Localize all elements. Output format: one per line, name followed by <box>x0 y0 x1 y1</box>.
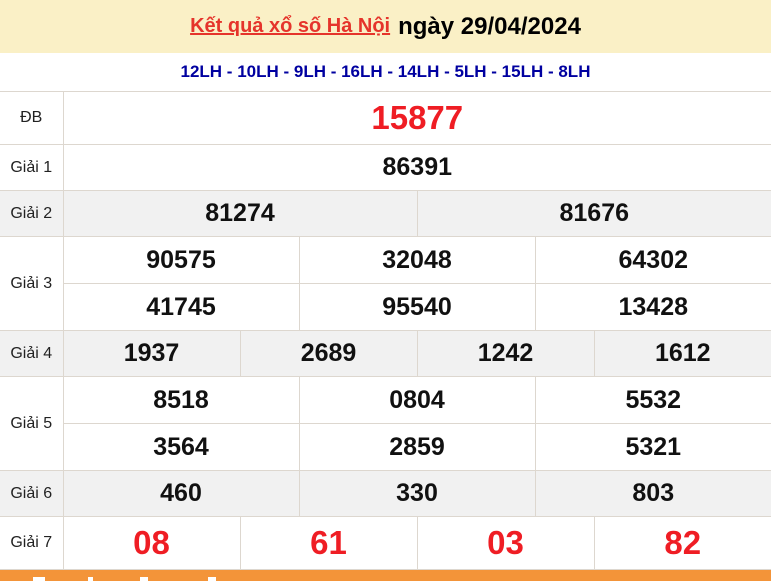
lh-links[interactable]: 12LH - 10LH - 9LH - 16LH - 14LH - 5LH - … <box>180 62 591 81</box>
prize-value-g7: 03 <box>416 516 595 570</box>
prize-value: 2689 <box>239 330 418 377</box>
prize-value: 5532 <box>534 376 771 424</box>
prize-label-g6: Giải 6 <box>0 470 64 517</box>
prize-value: 13428 <box>534 283 771 331</box>
clipped-text-fragment <box>208 577 216 581</box>
prize-label-g4: Giải 4 <box>0 330 64 377</box>
prize-value-db: 15877 <box>62 91 771 145</box>
prize-value: 1937 <box>62 330 241 377</box>
results-title-link[interactable]: Kết quả xổ số Hà Nội <box>190 15 391 37</box>
clipped-text-fragment <box>33 577 45 581</box>
prize-value: 90575 <box>62 236 300 284</box>
prize-label-g7: Giải 7 <box>0 516 64 570</box>
prize-value: 330 <box>298 470 536 517</box>
prize-row-g3b: 41745 95540 13428 <box>0 283 771 331</box>
prize-row-g4: Giải 4 1937 2689 1242 1612 <box>0 330 771 377</box>
prize-row-db: ĐB 15877 <box>0 91 771 145</box>
prize-value: 460 <box>62 470 300 517</box>
prize-row-g7: Giải 7 08 61 03 82 <box>0 516 771 570</box>
clipped-text-fragment <box>140 577 148 581</box>
prize-row-g1: Giải 1 86391 <box>0 144 771 191</box>
prize-value: 64302 <box>534 236 771 284</box>
prize-row-g2: Giải 2 81274 81676 <box>0 190 771 237</box>
prize-value: 95540 <box>298 283 536 331</box>
prize-value: 32048 <box>298 236 536 284</box>
prize-value: 86391 <box>62 144 771 191</box>
prize-value: 41745 <box>63 283 300 331</box>
page-header: Kết quả xổ số Hà Nội ngày 29/04/2024 <box>0 0 771 53</box>
prize-value: 5321 <box>534 423 771 471</box>
prize-value-g7: 08 <box>62 516 241 570</box>
footer-orange-bar <box>0 570 771 581</box>
prize-row-g5b: 3564 2859 5321 <box>0 423 771 471</box>
prize-value-g7: 61 <box>239 516 418 570</box>
prize-label-db: ĐB <box>0 91 64 145</box>
prize-label-g1: Giải 1 <box>0 144 64 191</box>
prize-label-g3: Giải 3 <box>0 236 64 331</box>
prize-value: 1612 <box>593 330 771 377</box>
prize-value: 81274 <box>62 190 418 237</box>
prize-value: 81676 <box>416 190 771 237</box>
clipped-text-fragment <box>88 577 93 581</box>
prize-value: 2859 <box>298 423 536 471</box>
prize-label-g2: Giải 2 <box>0 190 64 237</box>
prize-value: 803 <box>534 470 771 517</box>
prize-row-g3a: Giải 3 90575 32048 64302 <box>0 236 771 331</box>
prize-label-g5: Giải 5 <box>0 376 64 471</box>
prize-value: 0804 <box>298 376 536 424</box>
prize-value-g7: 82 <box>593 516 771 570</box>
page-title-date: ngày 29/04/2024 <box>398 12 581 40</box>
lh-links-bar: 12LH - 10LH - 9LH - 16LH - 14LH - 5LH - … <box>0 53 771 91</box>
prize-row-g5a: Giải 5 8518 0804 5532 <box>0 376 771 471</box>
results-table: ĐB 15877 Giải 1 86391 Giải 2 81274 81676… <box>0 91 771 570</box>
prize-value: 3564 <box>63 423 300 471</box>
prize-value: 1242 <box>416 330 595 377</box>
prize-value: 8518 <box>62 376 300 424</box>
prize-row-g6: Giải 6 460 330 803 <box>0 470 771 517</box>
